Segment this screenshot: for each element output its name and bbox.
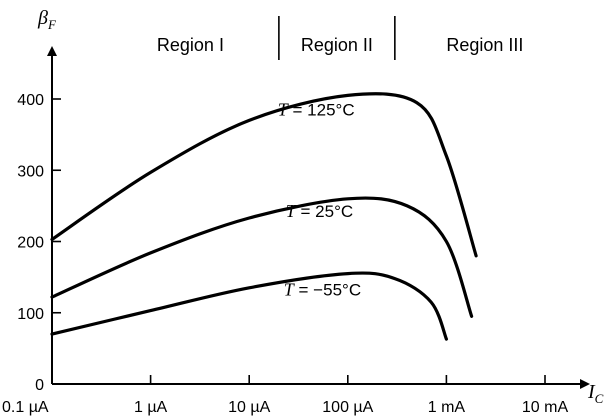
x-ticks: 0.1 µA 1 µA 10 µA 100 µA 1 mA 10 mA <box>2 375 568 416</box>
x-tick-label: 10 µA <box>228 399 270 416</box>
region-label: Region I <box>157 35 224 55</box>
axes <box>47 46 590 389</box>
series: T = 125°C T = 25°C T = −55°C <box>50 92 478 341</box>
x-tick-label: 1 mA <box>428 399 466 416</box>
y-tick-label: 200 <box>17 235 44 252</box>
region-label: Region III <box>446 35 523 55</box>
y-tick-label: 400 <box>17 92 44 109</box>
x-tick-label: 10 mA <box>522 399 569 416</box>
series-label: T = 125°C <box>278 99 355 119</box>
y-tick-label: 300 <box>17 163 44 180</box>
x-tick-label: 0.1 µA <box>2 399 49 416</box>
regions: Region I Region II Region III <box>157 16 523 60</box>
series-line <box>50 271 448 341</box>
y-axis-title: βF <box>37 7 57 32</box>
y-ticks: 0 100 200 300 400 <box>17 92 61 394</box>
x-axis-title: IC <box>587 381 604 406</box>
region-label: Region II <box>301 35 373 55</box>
series-line <box>50 196 474 318</box>
x-tick-label: 1 µA <box>134 399 168 416</box>
y-tick-label: 0 <box>35 377 44 394</box>
x-tick-label: 100 µA <box>322 399 373 416</box>
series-label: T = 25°C <box>286 201 353 221</box>
y-tick-label: 100 <box>17 306 44 323</box>
series-label: T = −55°C <box>284 280 361 300</box>
series-line <box>50 92 478 258</box>
